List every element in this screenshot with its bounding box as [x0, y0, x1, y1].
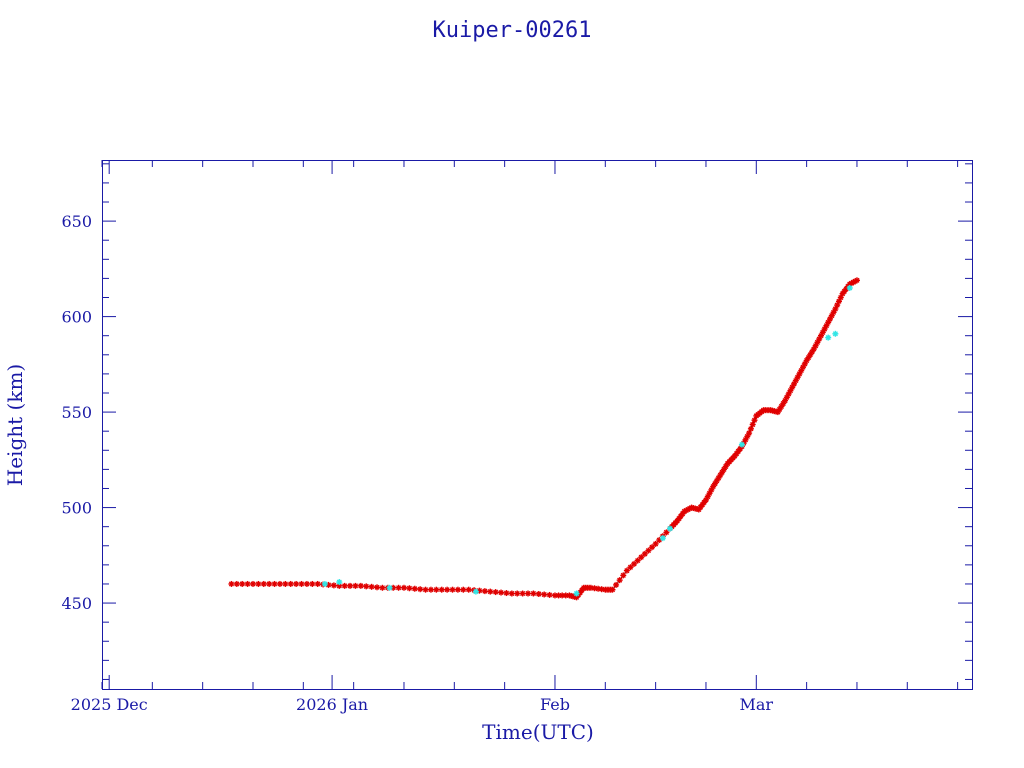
data-point-marker [282, 580, 289, 587]
data-point-marker [422, 586, 429, 593]
data-point-marker [427, 586, 434, 593]
data-point-marker [449, 586, 456, 593]
data-point-marker [433, 586, 440, 593]
data-point-marker [400, 584, 407, 591]
data-point-marker [244, 580, 251, 587]
data-point-marker [481, 588, 488, 595]
data-point-marker [379, 584, 386, 591]
data-point-marker [823, 322, 830, 329]
data-point-marker [663, 529, 670, 536]
data-point-marker [620, 572, 627, 579]
data-point-marker [613, 581, 620, 588]
data-point-marker [573, 590, 580, 597]
data-point-marker [298, 580, 305, 587]
data-point-marker [530, 590, 537, 597]
x-tick-label: Feb [540, 695, 570, 714]
data-point-marker [352, 582, 359, 589]
data-point-marker [609, 586, 616, 593]
y-tick-label: 550 [61, 403, 92, 422]
data-point-marker [386, 584, 393, 591]
data-point-marker [498, 589, 505, 596]
data-point-marker [347, 582, 354, 589]
trace-line [231, 279, 858, 598]
data-point-marker [417, 586, 424, 593]
x-axis-label: Time(UTC) [482, 720, 594, 744]
x-tick-label: 2025 Dec [71, 695, 148, 714]
data-point-marker [266, 580, 273, 587]
data-point-marker [363, 583, 370, 590]
data-point-marker [406, 585, 413, 592]
data-point-marker [825, 334, 832, 341]
data-point-marker [239, 580, 246, 587]
data-point-marker [649, 544, 656, 551]
data-point-marker [454, 586, 461, 593]
data-point-marker [638, 554, 645, 561]
data-point-marker [368, 583, 375, 590]
data-point-marker [255, 580, 262, 587]
data-point-marker [438, 586, 445, 593]
data-point-marker [276, 580, 283, 587]
data-point-marker [487, 588, 494, 595]
data-point-marker [472, 588, 479, 595]
data-point-marker [336, 579, 343, 586]
data-point-marker [395, 584, 402, 591]
data-point-marker [228, 580, 235, 587]
data-point-marker [321, 580, 328, 587]
data-point-marker [460, 586, 467, 593]
data-point-marker [792, 377, 799, 384]
data-point-marker [514, 590, 521, 597]
data-point-marker [341, 582, 348, 589]
data-point-marker [249, 580, 256, 587]
x-tick-label: 2026 Jan [296, 695, 368, 714]
data-point-marker [271, 580, 278, 587]
data-point-marker [309, 580, 316, 587]
data-point-marker [519, 590, 526, 597]
y-axis-label: Height (km) [3, 364, 27, 486]
plot-frame [102, 160, 973, 690]
data-point-marker [853, 277, 860, 284]
data-point-marker [659, 535, 666, 542]
data-point-marker [293, 580, 300, 587]
data-point-marker [508, 590, 515, 597]
data-point-marker [287, 580, 294, 587]
y-tick-label: 450 [61, 594, 92, 613]
data-point-marker [616, 577, 623, 584]
data-point-marker [525, 590, 532, 597]
data-point-marker [314, 580, 321, 587]
y-axis: 450 500 550 600 650 [61, 163, 972, 680]
data-points [228, 277, 860, 601]
data-point-marker [546, 591, 553, 598]
data-point-marker [787, 387, 794, 394]
y-tick-label: 650 [61, 212, 92, 231]
data-point-marker [846, 284, 853, 291]
x-axis: 2025 Dec 2026 Jan Feb Mar [71, 160, 959, 714]
data-point-marker [652, 540, 659, 547]
data-point-marker [832, 330, 839, 337]
data-point-marker [330, 582, 337, 589]
data-point-marker [357, 582, 364, 589]
chart-title: Kuiper-00261 [433, 18, 592, 43]
data-point-marker [233, 580, 240, 587]
data-point-marker [535, 590, 542, 597]
data-point-marker [645, 547, 652, 554]
data-point-marker [492, 589, 499, 596]
data-point-marker [465, 586, 472, 593]
data-point-marker [825, 319, 832, 326]
data-point-marker [444, 586, 451, 593]
x-tick-label: Mar [740, 695, 774, 714]
data-point-marker [303, 580, 310, 587]
data-point-marker [794, 374, 801, 381]
data-point-marker [260, 580, 267, 587]
data-point-marker [738, 441, 745, 448]
data-point-marker [374, 584, 381, 591]
data-point-marker [667, 525, 674, 532]
data-point-marker [541, 591, 548, 598]
data-point-marker [503, 590, 510, 597]
data-point-marker [411, 585, 418, 592]
y-tick-label: 500 [61, 499, 92, 518]
y-tick-label: 600 [61, 308, 92, 327]
